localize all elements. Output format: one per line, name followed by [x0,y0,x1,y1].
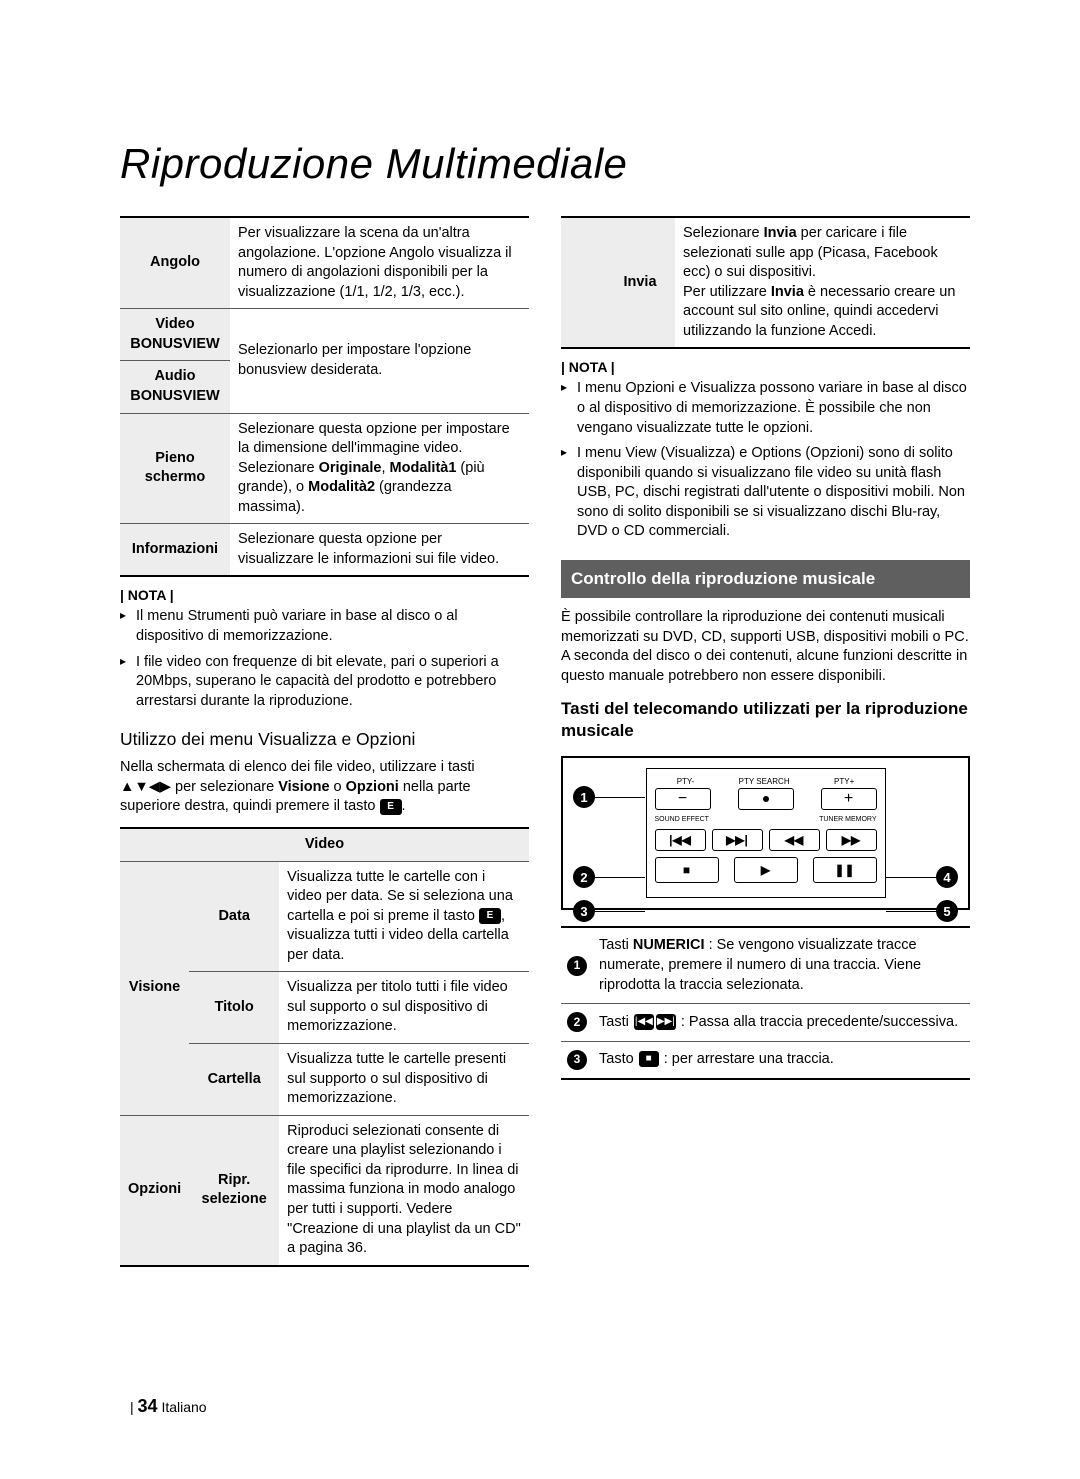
row-label: Angolo [120,217,230,309]
row-desc: Per visualizzare la scena da un'altra an… [230,217,529,309]
rewind-button[interactable]: ◀◀ [769,829,820,851]
page-title: Riproduzione Multimediale [120,140,970,188]
callout-6b [886,900,958,901]
callout-num: 1 [561,927,593,1003]
callout-5: 5 [886,900,958,922]
note-item: I menu Opzioni e Visualizza possono vari… [561,379,970,438]
table-row: Video BONUSVIEW Selezionarlo per imposta… [120,309,529,361]
page: Riproduzione Multimediale Angolo Per vis… [0,0,1080,1479]
transport-row: |◀◀ ▶▶| ◀◀ ▶▶ [655,829,877,851]
row-label: Audio BONUSVIEW [120,361,230,413]
table-header: Video [120,828,529,861]
blank-cell [561,217,605,348]
columns: Angolo Per visualizzare la scena da un'a… [120,216,970,1277]
remote-diagram: PTY- PTY SEARCH PTY+ − + SOUND EFFECT TU… [561,756,970,910]
label-row: SOUND EFFECT TUNER MEMORY [655,816,877,823]
row-desc: Selezionarlo per impostare l'opzione bon… [230,309,529,413]
row-label: Titolo [189,972,279,1044]
top-button-row: − + [655,788,877,810]
table-row: Invia Selezionare Invia per caricare i f… [561,217,970,348]
row-desc: Selezionare questa opzione per impostare… [230,413,529,524]
right-column: Invia Selezionare Invia per caricare i f… [561,216,970,1277]
page-number: 34 [138,1396,158,1416]
group-label: Opzioni [120,1115,189,1265]
callout-table: 1 Tasti NUMERICI : Se vengono visualizza… [561,926,970,1080]
row-desc: Selezionare Invia per caricare i file se… [675,217,970,348]
forward-button[interactable]: ▶▶ [826,829,877,851]
notes-list: Il menu Strumenti può variare in base al… [120,607,529,711]
table-row: 3 Tasto ■ : per arrestare una traccia. [561,1041,970,1079]
callout-num: 3 [561,1041,593,1079]
note-item: I menu View (Visualizza) e Options (Opzi… [561,444,970,542]
callout-2: 2 [573,866,645,888]
note-item: I file video con frequenze di bit elevat… [120,653,529,712]
subheading-bold: Tasti del telecomando utilizzati per la … [561,698,970,742]
row-label: Data [189,861,279,972]
dot-icon [763,796,769,802]
row-label: Video BONUSVIEW [120,309,230,361]
invia-table: Invia Selezionare Invia per caricare i f… [561,216,970,349]
subheading: Utilizzo dei menu Visualizza e Opzioni [120,729,529,750]
play-button[interactable]: ▶ [734,857,798,883]
callout-desc: Tasti |◀◀▶▶| : Passa alla traccia preced… [593,1004,970,1041]
table-row: 2 Tasti |◀◀▶▶| : Passa alla traccia prec… [561,1004,970,1041]
group-label: Visione [120,861,189,1115]
remote-button[interactable]: + [821,788,877,810]
remote-button[interactable]: − [655,788,711,810]
row-desc: Visualizza per titolo tutti i file video… [279,972,529,1044]
left-column: Angolo Per visualizzare la scena da un'a… [120,216,529,1277]
tools-table: Angolo Per visualizzare la scena da un'a… [120,216,529,577]
table-row: Video [120,828,529,861]
pause-button[interactable]: ❚❚ [813,857,877,883]
view-options-table: Video Visione Data Visualizza tutte le c… [120,827,529,1267]
row-desc: Visualizza tutte le cartelle con i video… [279,861,529,972]
table-row: Visione Data Visualizza tutte le cartell… [120,861,529,972]
row-desc: Riproduci selezionati consente di creare… [279,1115,529,1265]
notes-list: I menu Opzioni e Visualizza possono vari… [561,379,970,542]
enter-icon: E [380,799,402,815]
callout-num: 2 [561,1004,593,1041]
table-row: Opzioni Ripr. selezione Riproduci selezi… [120,1115,529,1265]
note-header: | NOTA | [120,587,529,603]
table-row: 1 Tasti NUMERICI : Se vengono visualizza… [561,927,970,1003]
play-row: ■ ▶ ❚❚ [655,857,877,883]
page-footer: | 34 Italiano [130,1396,207,1417]
row-label: Invia [605,217,675,348]
remote-inner: PTY- PTY SEARCH PTY+ − + SOUND EFFECT TU… [646,768,886,898]
table-row: Pieno schermo Selezionare questa opzione… [120,413,529,524]
callout-1: 1 [573,786,645,808]
row-label: Informazioni [120,524,230,577]
table-row: Angolo Per visualizzare la scena da un'a… [120,217,529,309]
row-label: Cartella [189,1044,279,1116]
callout-4: 4 [886,866,958,888]
callout-desc: Tasto ■ : per arrestare una traccia. [593,1041,970,1079]
prev-track-button[interactable]: |◀◀ [655,829,706,851]
note-header: | NOTA | [561,359,970,375]
body-text: È possibile controllare la riproduzione … [561,608,970,686]
table-row: Informazioni Selezionare questa opzione … [120,524,529,577]
row-label: Pieno schermo [120,413,230,524]
section-banner: Controllo della riproduzione musicale [561,560,970,598]
page-lang: Italiano [161,1399,206,1415]
callout-3: 3 [573,900,645,922]
body-text: Nella schermata di elenco dei file video… [120,758,529,817]
row-label: Ripr. selezione [189,1115,279,1265]
next-track-button[interactable]: ▶▶| [712,829,763,851]
callout-desc: Tasti NUMERICI : Se vengono visualizzate… [593,927,970,1003]
note-item: Il menu Strumenti può variare in base al… [120,607,529,646]
remote-button[interactable] [738,788,794,810]
row-desc: Visualizza tutte le cartelle presenti su… [279,1044,529,1116]
stop-button[interactable]: ■ [655,857,719,883]
pty-row: PTY- PTY SEARCH PTY+ [655,777,877,786]
row-desc: Selezionare questa opzione per visualizz… [230,524,529,577]
